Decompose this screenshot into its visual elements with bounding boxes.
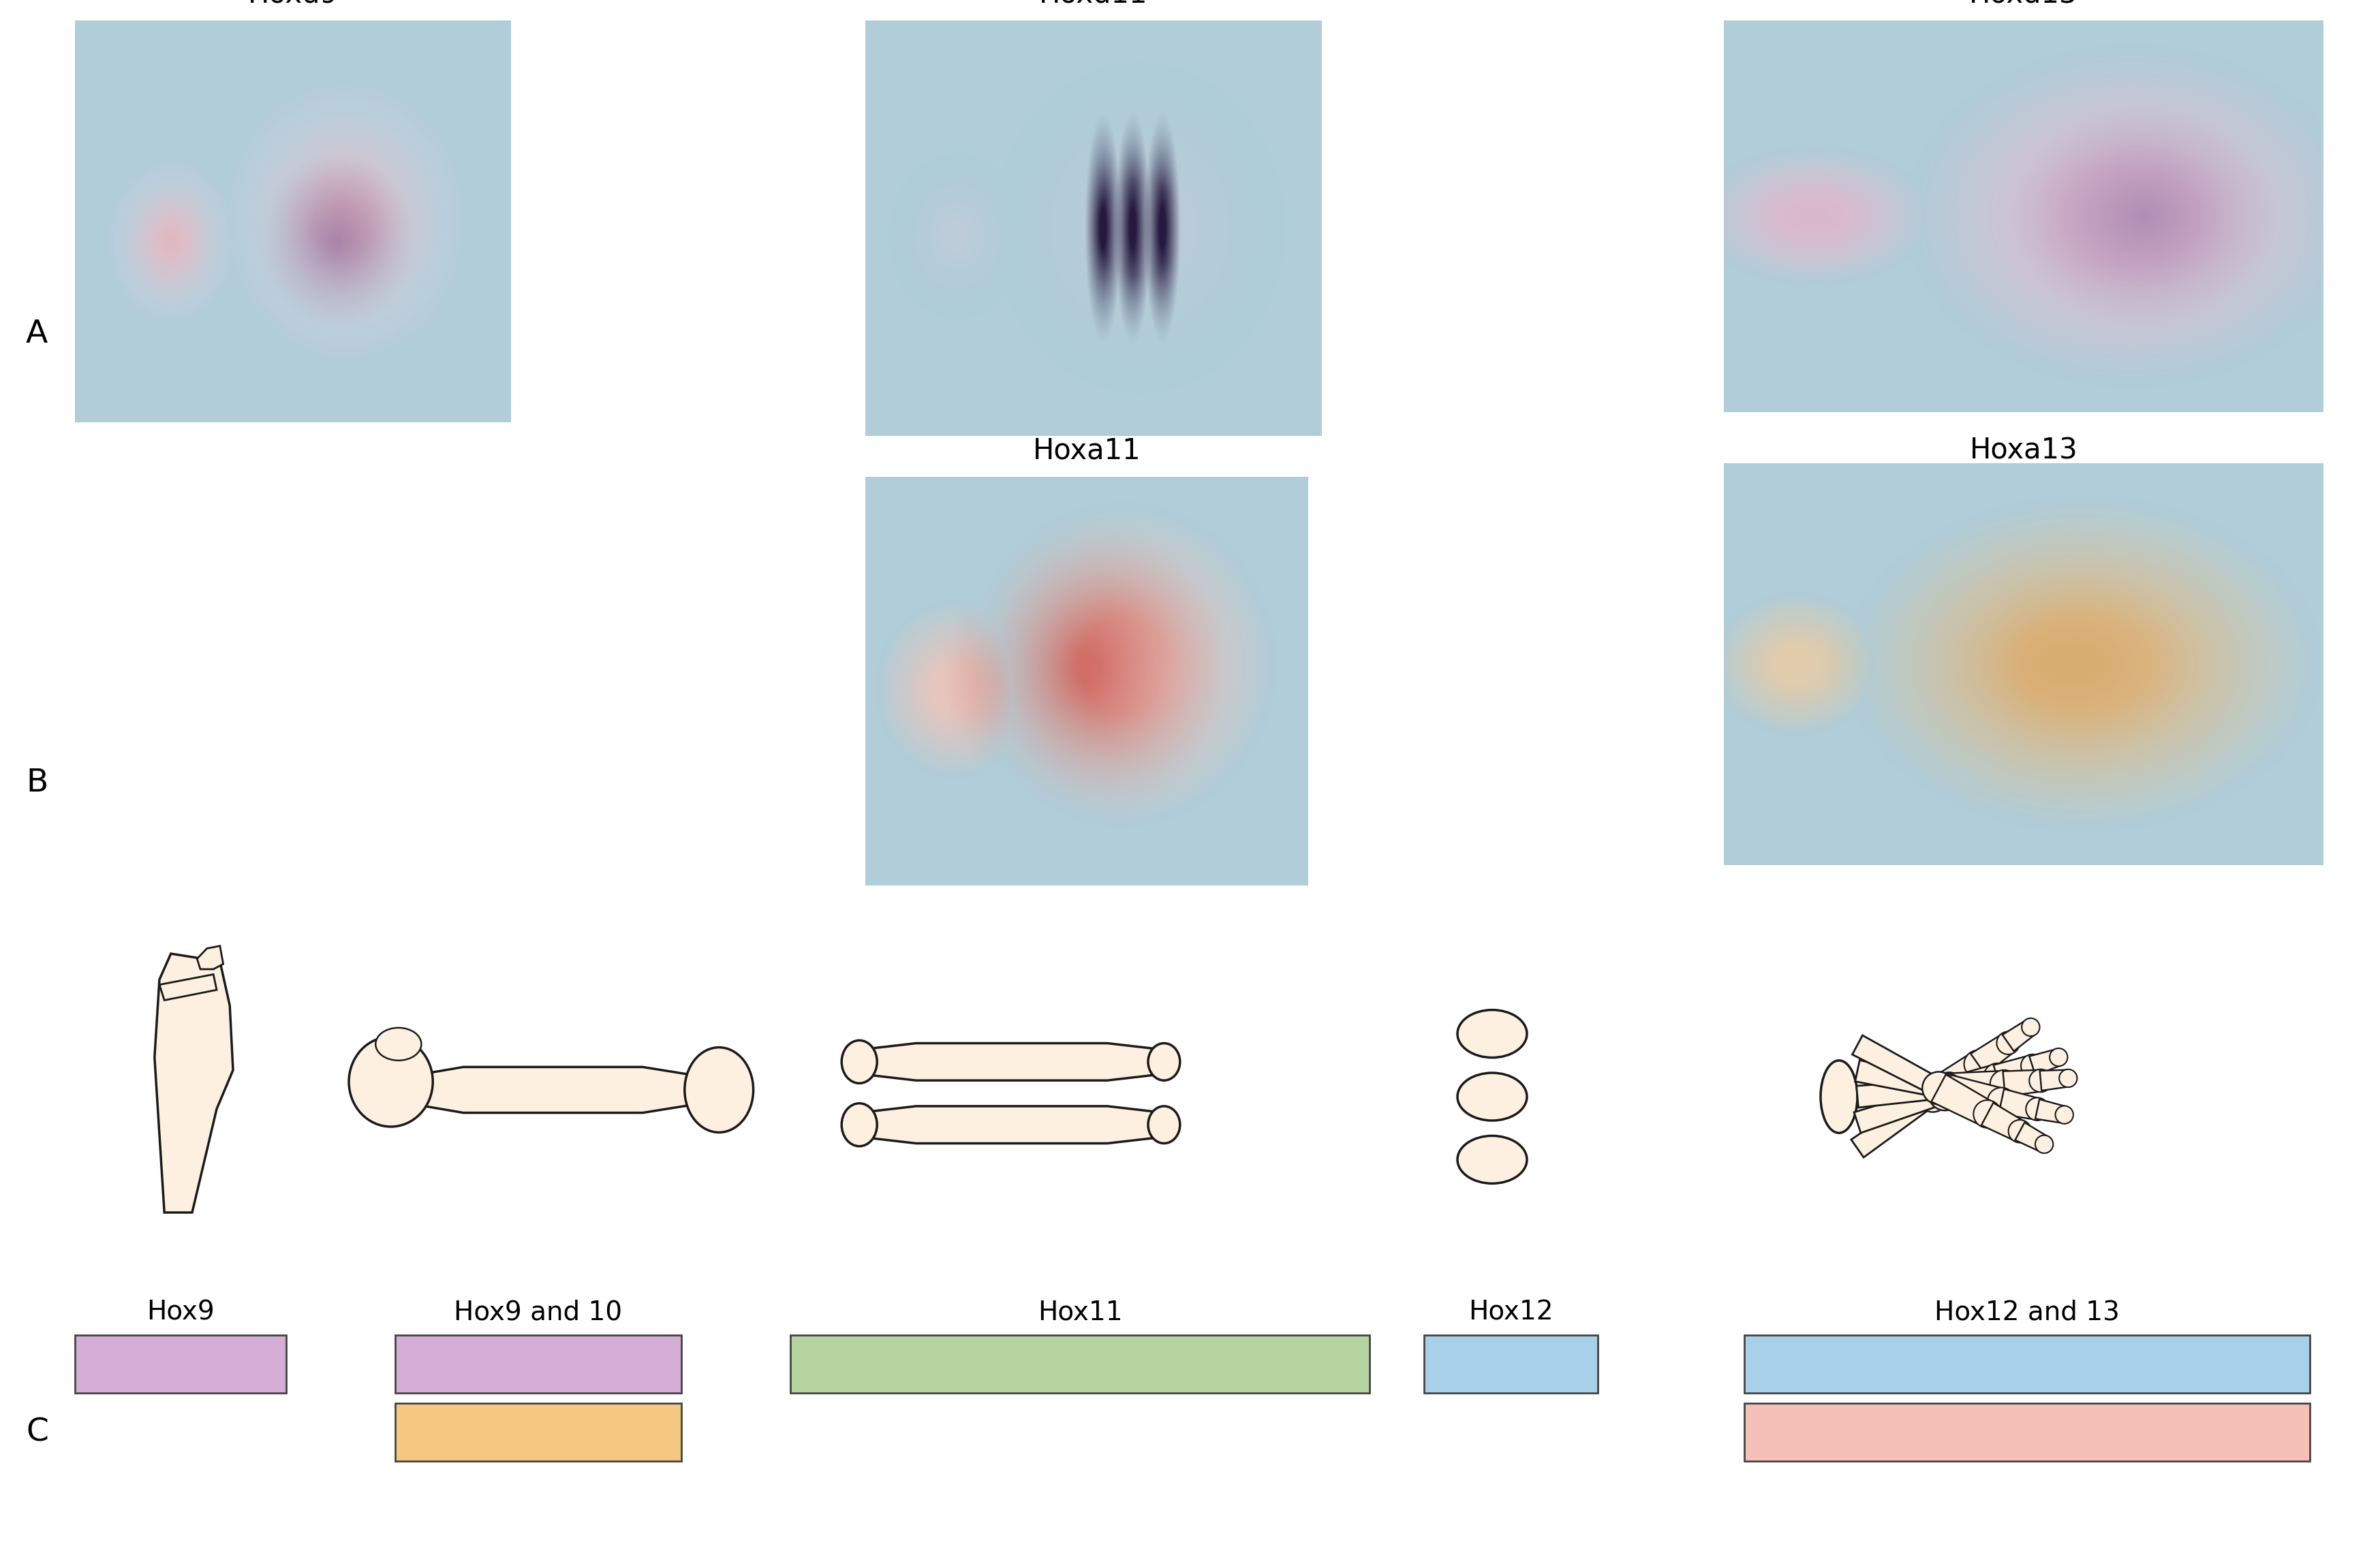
Polygon shape bbox=[2030, 1049, 2061, 1075]
Ellipse shape bbox=[1930, 1073, 1964, 1106]
Ellipse shape bbox=[1973, 1100, 2002, 1128]
Polygon shape bbox=[159, 974, 217, 1001]
Polygon shape bbox=[407, 1067, 704, 1112]
Polygon shape bbox=[1852, 1035, 1942, 1097]
Ellipse shape bbox=[2056, 1106, 2073, 1123]
Polygon shape bbox=[1854, 1086, 1947, 1132]
Text: Hoxd13: Hoxd13 bbox=[1968, 0, 2078, 8]
Polygon shape bbox=[2040, 1070, 2068, 1090]
Text: Hoxd9: Hoxd9 bbox=[248, 0, 338, 8]
Ellipse shape bbox=[2035, 1135, 2054, 1152]
Bar bbox=[74, 20, 512, 423]
Bar bbox=[1723, 20, 2323, 412]
Polygon shape bbox=[155, 954, 233, 1213]
Polygon shape bbox=[1947, 1070, 2006, 1104]
Text: C: C bbox=[26, 1417, 48, 1447]
Polygon shape bbox=[1852, 1089, 1937, 1157]
Ellipse shape bbox=[2049, 1049, 2068, 1066]
Bar bbox=[790, 1335, 1368, 1393]
Polygon shape bbox=[1940, 1064, 2002, 1109]
Ellipse shape bbox=[2009, 1120, 2030, 1143]
Bar bbox=[1745, 1335, 2311, 1393]
Ellipse shape bbox=[2025, 1098, 2049, 1120]
Polygon shape bbox=[2004, 1070, 2042, 1097]
Polygon shape bbox=[198, 946, 224, 970]
Polygon shape bbox=[1856, 1080, 1949, 1108]
Ellipse shape bbox=[350, 1036, 433, 1126]
Text: Hoxd11: Hoxd11 bbox=[1040, 0, 1147, 8]
Text: Hox9: Hox9 bbox=[148, 1300, 214, 1324]
Polygon shape bbox=[1944, 1075, 2004, 1114]
Ellipse shape bbox=[1964, 1050, 1992, 1078]
Polygon shape bbox=[1999, 1089, 2040, 1120]
Ellipse shape bbox=[1933, 1072, 1966, 1104]
Polygon shape bbox=[1971, 1035, 2013, 1075]
Ellipse shape bbox=[2021, 1018, 2040, 1036]
Text: Hox12: Hox12 bbox=[1468, 1300, 1554, 1324]
Text: Hoxa13: Hoxa13 bbox=[1971, 435, 2078, 465]
Ellipse shape bbox=[685, 1047, 754, 1132]
Ellipse shape bbox=[2021, 1055, 2044, 1077]
Text: Hox11: Hox11 bbox=[1038, 1300, 1123, 1324]
Ellipse shape bbox=[1457, 1073, 1528, 1120]
Bar bbox=[1745, 1403, 2311, 1461]
Text: Hoxa11: Hoxa11 bbox=[1033, 435, 1140, 465]
Ellipse shape bbox=[1987, 1087, 2016, 1115]
Text: B: B bbox=[26, 768, 48, 799]
Ellipse shape bbox=[1916, 1080, 1949, 1112]
Polygon shape bbox=[2002, 1021, 2035, 1052]
Polygon shape bbox=[1983, 1103, 2025, 1140]
Polygon shape bbox=[2016, 1123, 2049, 1152]
Bar bbox=[74, 1335, 286, 1393]
Ellipse shape bbox=[2059, 1069, 2078, 1087]
Ellipse shape bbox=[1457, 1010, 1528, 1058]
Text: Hox12 and 13: Hox12 and 13 bbox=[1935, 1300, 2121, 1324]
Ellipse shape bbox=[1928, 1078, 1961, 1111]
Ellipse shape bbox=[843, 1103, 878, 1146]
Ellipse shape bbox=[1147, 1042, 1180, 1080]
Bar bbox=[395, 1403, 681, 1461]
Polygon shape bbox=[1854, 1060, 1949, 1098]
Polygon shape bbox=[866, 1042, 1157, 1080]
Ellipse shape bbox=[1147, 1106, 1180, 1143]
Polygon shape bbox=[1933, 1075, 1994, 1126]
Polygon shape bbox=[1923, 1053, 1985, 1109]
Bar bbox=[1723, 463, 2323, 864]
Ellipse shape bbox=[1983, 1063, 2011, 1090]
Ellipse shape bbox=[1990, 1070, 2018, 1098]
Polygon shape bbox=[866, 1106, 1157, 1143]
Polygon shape bbox=[2035, 1100, 2066, 1123]
Ellipse shape bbox=[376, 1029, 421, 1061]
Ellipse shape bbox=[843, 1041, 878, 1083]
Bar bbox=[866, 20, 1321, 435]
Bar bbox=[866, 477, 1309, 886]
Text: Hox9 and 10: Hox9 and 10 bbox=[455, 1300, 624, 1324]
Text: A: A bbox=[26, 319, 48, 349]
Ellipse shape bbox=[1997, 1032, 2021, 1055]
Polygon shape bbox=[1994, 1055, 2035, 1089]
Ellipse shape bbox=[2030, 1069, 2052, 1092]
Bar bbox=[1423, 1335, 1597, 1393]
Ellipse shape bbox=[1821, 1061, 1856, 1132]
Ellipse shape bbox=[1457, 1135, 1528, 1183]
Bar bbox=[395, 1335, 681, 1393]
Ellipse shape bbox=[1923, 1072, 1954, 1104]
